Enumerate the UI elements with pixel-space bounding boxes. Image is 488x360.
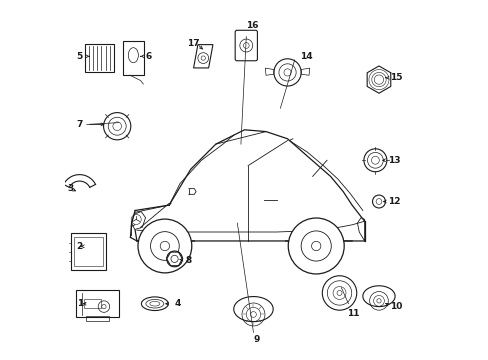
Text: 17: 17 xyxy=(187,39,199,48)
Text: 10: 10 xyxy=(389,302,401,311)
Polygon shape xyxy=(362,286,394,307)
Text: 6: 6 xyxy=(145,52,152,61)
FancyBboxPatch shape xyxy=(71,233,106,270)
FancyBboxPatch shape xyxy=(235,30,257,61)
Text: 11: 11 xyxy=(346,309,359,318)
Circle shape xyxy=(287,218,344,274)
Text: 16: 16 xyxy=(246,21,258,30)
Circle shape xyxy=(138,219,191,273)
Circle shape xyxy=(363,149,386,172)
Text: 3: 3 xyxy=(67,184,73,193)
Circle shape xyxy=(103,113,131,140)
FancyBboxPatch shape xyxy=(76,290,119,318)
Text: 5: 5 xyxy=(77,52,83,61)
Text: 8: 8 xyxy=(185,256,191,265)
Text: 13: 13 xyxy=(387,156,400,165)
Text: 12: 12 xyxy=(387,197,400,206)
FancyBboxPatch shape xyxy=(123,41,143,76)
Circle shape xyxy=(372,195,385,208)
Text: 15: 15 xyxy=(389,73,402,82)
Circle shape xyxy=(273,59,301,86)
Circle shape xyxy=(166,251,182,267)
Text: 7: 7 xyxy=(77,120,83,129)
Text: 14: 14 xyxy=(300,52,312,61)
Text: 2: 2 xyxy=(77,242,83,251)
Circle shape xyxy=(322,276,356,310)
Polygon shape xyxy=(193,45,212,68)
FancyBboxPatch shape xyxy=(84,44,114,72)
Ellipse shape xyxy=(141,297,168,311)
Text: 4: 4 xyxy=(174,299,181,308)
Text: 9: 9 xyxy=(253,335,259,344)
Text: 1: 1 xyxy=(77,299,83,308)
Polygon shape xyxy=(233,297,273,321)
